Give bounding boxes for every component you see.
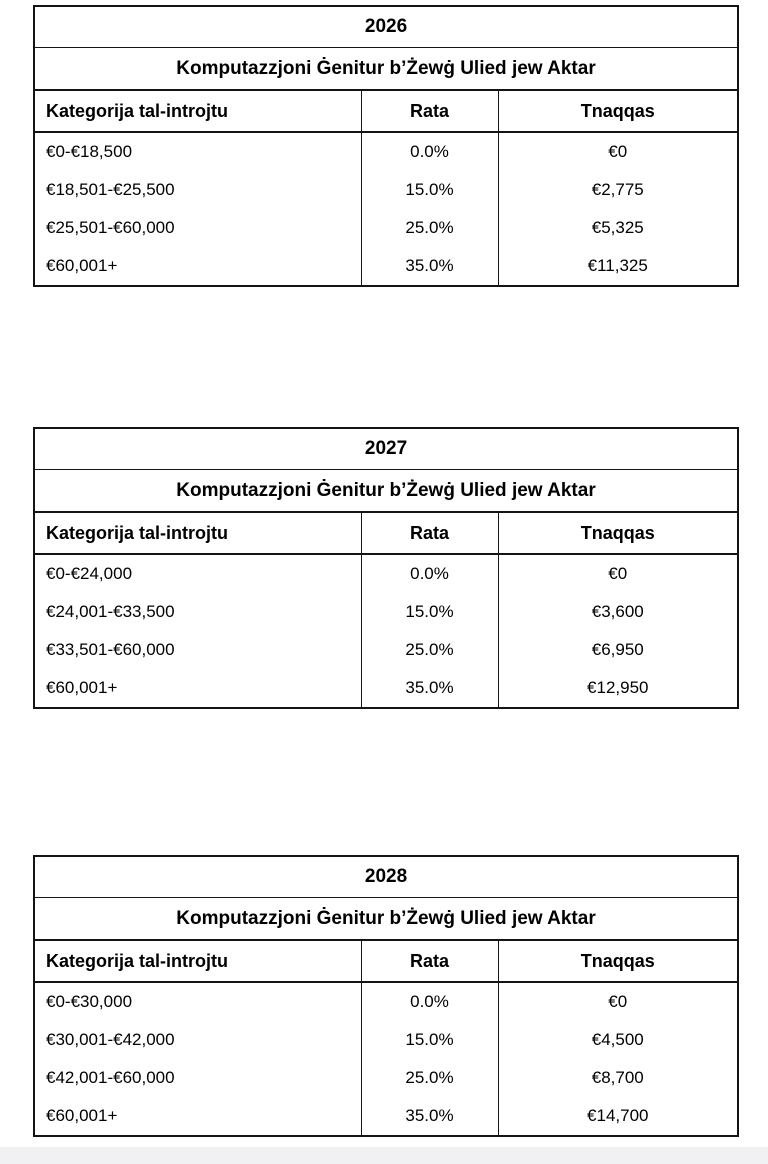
rate-cell: 0.0% [360,132,499,171]
income-category-cell: €60,001+ [33,1097,362,1136]
table-header-row: Kategorija tal-introjtu Rata Tnaqqas [33,940,739,983]
column-header-tnaqqas: Tnaqqas [497,90,739,133]
income-category-cell: €25,501-€60,000 [33,209,362,247]
table-row: €24,001-€33,500 15.0% €3,600 [33,593,739,631]
table-row: Komputazzjoni Ġenitur b’Żewġ Ulied jew A… [34,47,739,91]
rate-cell: 35.0% [360,669,499,708]
income-category-cell: €60,001+ [33,669,362,708]
rate-cell: 15.0% [360,171,499,209]
column-header-rata: Rata [360,90,499,133]
income-category-cell: €0-€30,000 [33,982,362,1021]
table-row: 2026 [34,6,739,48]
deduction-cell: €14,700 [497,1097,739,1136]
table-row: €18,501-€25,500 15.0% €2,775 [33,171,739,209]
table-year-title: 2027 [34,428,739,470]
income-category-cell: €18,501-€25,500 [33,171,362,209]
deduction-cell: €11,325 [497,247,739,286]
table-row: Komputazzjoni Ġenitur b’Żewġ Ulied jew A… [34,897,739,941]
table-subtitle: Komputazzjoni Ġenitur b’Żewġ Ulied jew A… [34,897,739,941]
income-category-cell: €30,001-€42,000 [33,1021,362,1059]
deduction-cell: €8,700 [497,1059,739,1097]
table-row: 2028 [34,856,739,898]
rate-cell: 0.0% [360,554,499,593]
deduction-cell: €0 [497,132,739,171]
deduction-cell: €4,500 [497,1021,739,1059]
table-year-title: 2028 [34,856,739,898]
income-category-cell: €24,001-€33,500 [33,593,362,631]
column-header-tnaqqas: Tnaqqas [497,512,739,555]
table-subtitle: Komputazzjoni Ġenitur b’Żewġ Ulied jew A… [34,469,739,513]
income-category-cell: €33,501-€60,000 [33,631,362,669]
deduction-cell: €2,775 [497,171,739,209]
table-row: €0-€18,500 0.0% €0 [33,132,739,171]
rate-cell: 15.0% [360,1021,499,1059]
table-row: €0-€30,000 0.0% €0 [33,982,739,1021]
table-row: €33,501-€60,000 25.0% €6,950 [33,631,739,669]
column-header-tnaqqas: Tnaqqas [497,940,739,983]
deduction-cell: €0 [497,982,739,1021]
viewport-bottom-gutter [0,1147,768,1164]
rate-cell: 15.0% [360,593,499,631]
rate-cell: 0.0% [360,982,499,1021]
tax-table-2028: 2028 Komputazzjoni Ġenitur b’Żewġ Ulied … [33,855,740,1137]
rate-cell: 25.0% [360,209,499,247]
column-header-rata: Rata [360,512,499,555]
table-row: €60,001+ 35.0% €14,700 [33,1097,739,1136]
deduction-cell: €5,325 [497,209,739,247]
table-row: €30,001-€42,000 15.0% €4,500 [33,1021,739,1059]
income-category-cell: €0-€18,500 [33,132,362,171]
deduction-cell: €0 [497,554,739,593]
table-row: €25,501-€60,000 25.0% €5,325 [33,209,739,247]
table-subtitle: Komputazzjoni Ġenitur b’Żewġ Ulied jew A… [34,47,739,91]
income-category-cell: €0-€24,000 [33,554,362,593]
deduction-cell: €6,950 [497,631,739,669]
table-row: €42,001-€60,000 25.0% €8,700 [33,1059,739,1097]
column-header-kategorija: Kategorija tal-introjtu [33,90,362,133]
table-header-row: Kategorija tal-introjtu Rata Tnaqqas [33,512,739,555]
table-row: €0-€24,000 0.0% €0 [33,554,739,593]
rate-cell: 25.0% [360,631,499,669]
table-header-row: Kategorija tal-introjtu Rata Tnaqqas [33,90,739,133]
income-category-cell: €60,001+ [33,247,362,286]
tax-table-2027: 2027 Komputazzjoni Ġenitur b’Żewġ Ulied … [33,427,740,709]
rate-cell: 35.0% [360,1097,499,1136]
table-row: 2027 [34,428,739,470]
column-header-rata: Rata [360,940,499,983]
deduction-cell: €3,600 [497,593,739,631]
table-year-title: 2026 [34,6,739,48]
table-row: €60,001+ 35.0% €12,950 [33,669,739,708]
column-header-kategorija: Kategorija tal-introjtu [33,940,362,983]
income-category-cell: €42,001-€60,000 [33,1059,362,1097]
deduction-cell: €12,950 [497,669,739,708]
table-row: Komputazzjoni Ġenitur b’Żewġ Ulied jew A… [34,469,739,513]
rate-cell: 25.0% [360,1059,499,1097]
column-header-kategorija: Kategorija tal-introjtu [33,512,362,555]
table-row: €60,001+ 35.0% €11,325 [33,247,739,286]
rate-cell: 35.0% [360,247,499,286]
tax-table-2026: 2026 Komputazzjoni Ġenitur b’Żewġ Ulied … [33,5,740,287]
